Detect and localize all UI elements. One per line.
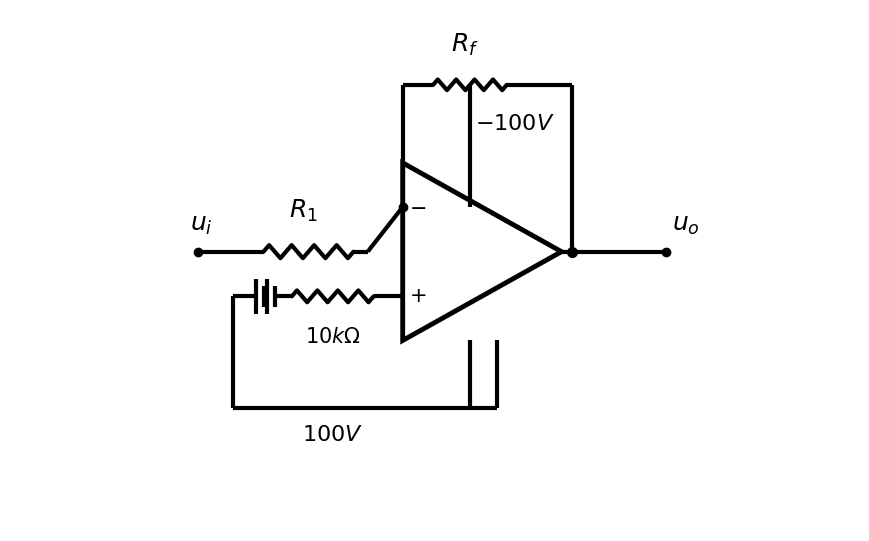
Text: $R_1$: $R_1$ (289, 198, 317, 225)
Text: $-$: $-$ (408, 197, 426, 217)
Text: $+$: $+$ (408, 286, 426, 306)
Text: $u_o$: $u_o$ (671, 213, 699, 237)
Text: $10k\Omega$: $10k\Omega$ (304, 327, 361, 347)
Text: $100V$: $100V$ (302, 425, 363, 445)
Text: $u_i$: $u_i$ (190, 213, 213, 237)
Text: $-100V$: $-100V$ (474, 114, 554, 134)
Text: $R_f$: $R_f$ (450, 31, 478, 57)
